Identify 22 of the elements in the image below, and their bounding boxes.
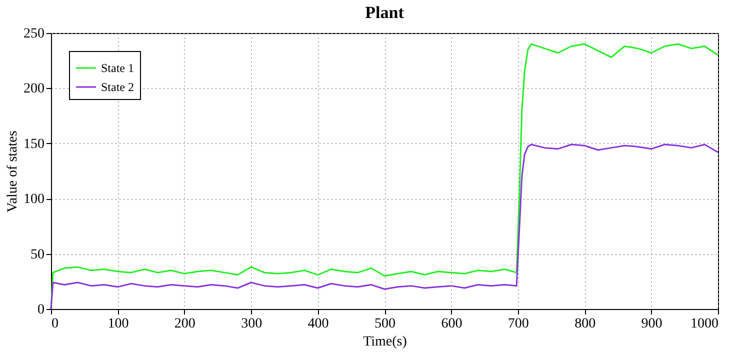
y-tick-label: 150 bbox=[24, 136, 44, 152]
x-axis-title: Time(s) bbox=[363, 334, 408, 350]
x-tick-label: 800 bbox=[574, 316, 596, 332]
x-tick-label: 200 bbox=[174, 316, 196, 332]
x-tick-label: 400 bbox=[308, 316, 329, 332]
x-tick-label: 700 bbox=[508, 316, 529, 332]
x-tick-label: 300 bbox=[241, 316, 262, 332]
y-tick-label: 250 bbox=[24, 26, 44, 42]
y-axis-title: Value of states bbox=[6, 130, 20, 212]
x-tick-label: 0 bbox=[52, 316, 58, 332]
x-tick-label: 500 bbox=[374, 316, 396, 332]
x-tick-label: 900 bbox=[641, 316, 662, 332]
x-tick-label: 100 bbox=[108, 316, 129, 332]
y-tick-label: 200 bbox=[24, 82, 44, 97]
x-tick-label: 600 bbox=[441, 316, 462, 332]
chart-title: Plant bbox=[365, 3, 404, 22]
legend-label: State 2 bbox=[101, 80, 134, 94]
y-tick-label: 100 bbox=[24, 192, 44, 208]
y-tick-label: 0 bbox=[38, 302, 44, 318]
y-tick-label: 50 bbox=[30, 247, 44, 262]
legend-label: State 1 bbox=[101, 61, 134, 75]
x-tick-label: 1000 bbox=[690, 316, 718, 332]
